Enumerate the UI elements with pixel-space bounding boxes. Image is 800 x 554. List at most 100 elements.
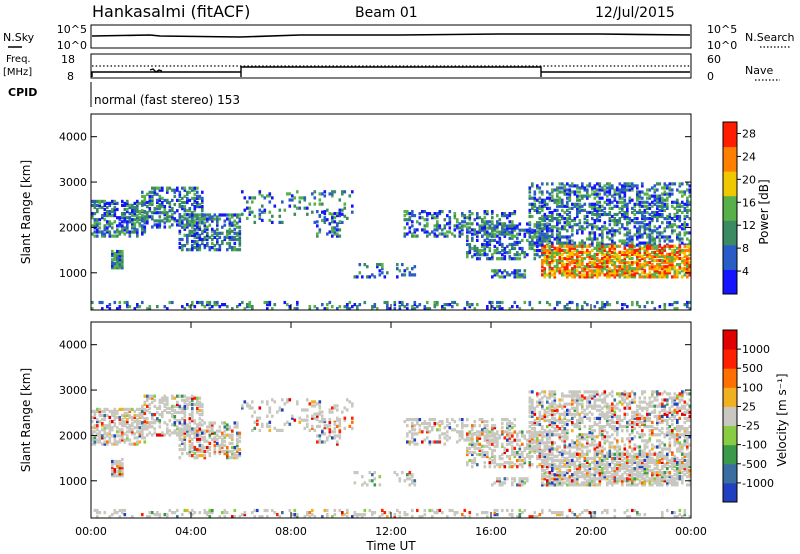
velocity-cell [178, 410, 182, 415]
power-cell [626, 217, 629, 221]
power-cell [661, 202, 664, 206]
power-cell [553, 200, 557, 204]
velocity-cell [473, 420, 477, 424]
power-cell [673, 248, 677, 252]
power-cell [656, 198, 659, 202]
velocity-cell [196, 408, 199, 413]
velocity-cell [523, 448, 527, 452]
power-cell [653, 210, 657, 215]
power-cell [588, 204, 592, 208]
velocity-cell [196, 398, 199, 402]
power-cell [653, 269, 657, 273]
power-cell [198, 237, 202, 242]
velocity-cell [216, 443, 219, 447]
power-cell [471, 238, 474, 242]
power-cell [621, 212, 624, 217]
velocity-cell [121, 430, 124, 434]
velocity-cell [483, 426, 487, 430]
power-cell [506, 224, 509, 228]
power-cell [196, 215, 199, 219]
power-cell [106, 226, 109, 230]
velocity-cell [493, 432, 497, 436]
velocity-cell [268, 406, 272, 410]
power-cell [591, 188, 594, 192]
power-cell [601, 231, 604, 235]
power-cell [606, 202, 609, 206]
power-cell [168, 219, 172, 223]
power-cell [621, 200, 624, 204]
velocity-cell [503, 461, 507, 465]
velocity-cell [551, 430, 554, 434]
power-cell [636, 221, 639, 225]
power-cell [603, 248, 607, 252]
velocity-cell [111, 420, 114, 424]
power-cell [651, 273, 654, 277]
velocity-cell [256, 416, 259, 420]
velocity-cell [483, 430, 487, 434]
velocity-cell [351, 404, 354, 408]
power-cell [561, 252, 564, 256]
velocity-cell [278, 406, 282, 410]
power-cell [676, 210, 679, 215]
power-cell [648, 188, 652, 192]
power-cell [566, 237, 569, 241]
power-cell [151, 194, 154, 198]
power-cell [686, 244, 689, 248]
power-cell [496, 273, 499, 277]
velocity-cell [268, 408, 272, 412]
power-cell [666, 225, 669, 229]
velocity-cell [531, 404, 534, 408]
power-cell [113, 212, 117, 216]
velocity-cell [438, 434, 442, 438]
power-cell [278, 220, 282, 224]
velocity-cell [538, 457, 542, 461]
power-cell [543, 246, 547, 251]
power-cell [193, 205, 197, 209]
velocity-cell [153, 398, 157, 402]
velocity-cell [533, 450, 537, 455]
power-cell [493, 249, 497, 253]
power-cell [111, 264, 114, 268]
power-cell [638, 275, 642, 279]
velocity-cell [251, 414, 254, 418]
power-cell [643, 252, 647, 256]
velocity-cell [146, 408, 149, 413]
power-cell [671, 217, 674, 221]
power-cell [598, 208, 602, 212]
power-cell [403, 214, 407, 218]
power-cell [666, 269, 669, 273]
power-cell [601, 263, 604, 267]
power-cell [463, 224, 467, 228]
velocity-cell [238, 431, 242, 435]
velocity-cell [166, 396, 169, 400]
power-cell [606, 190, 609, 194]
power-cell [323, 216, 327, 220]
power-cell [523, 255, 527, 259]
power-cell [606, 231, 609, 235]
power-cell [523, 273, 527, 277]
velocity-cell [178, 431, 182, 435]
velocity-cell [226, 454, 229, 458]
power-cell [618, 210, 622, 215]
power-cell [193, 196, 197, 200]
power-cell [606, 186, 609, 190]
power-cell [193, 215, 197, 219]
power-cell [106, 228, 109, 232]
velocity-cell [191, 398, 194, 402]
power-cell [413, 234, 417, 238]
power-cell [628, 271, 632, 275]
power-cell [413, 265, 417, 269]
velocity-cell [156, 406, 159, 410]
power-cell [651, 267, 654, 271]
power-cell [688, 194, 692, 198]
velocity-cell [153, 419, 157, 423]
power-cell [218, 244, 222, 248]
power-cell [568, 246, 572, 250]
velocity-cell [226, 456, 229, 460]
power-cell [671, 239, 674, 243]
power-cell [566, 204, 569, 208]
power-cell [608, 248, 612, 252]
power-cell [418, 222, 422, 226]
velocity-cell [576, 439, 579, 443]
velocity-cell [206, 439, 209, 443]
